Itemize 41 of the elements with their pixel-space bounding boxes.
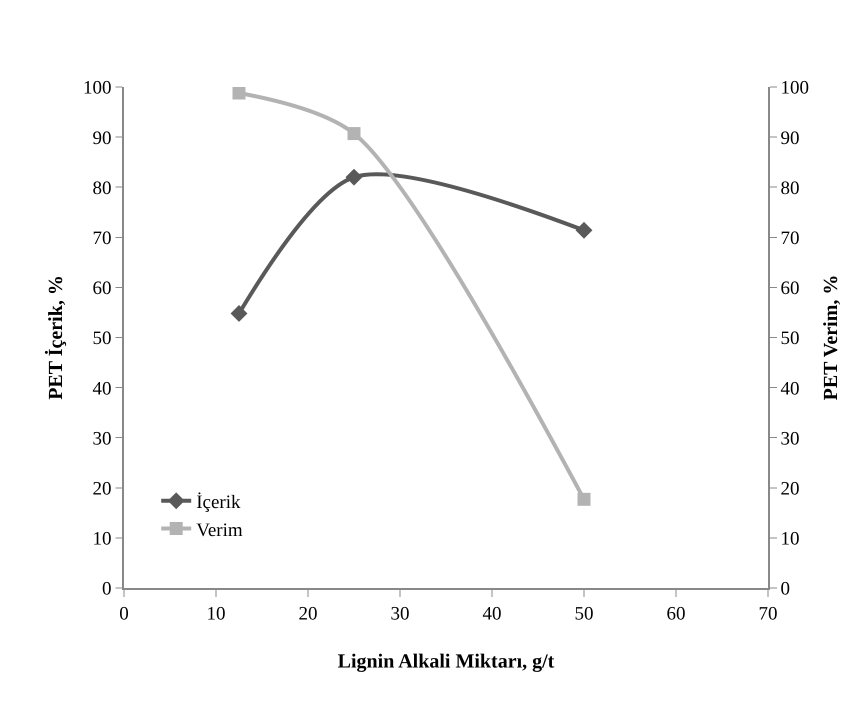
y-tick-label: 70 — [92, 228, 112, 249]
y2-tick-label: 0 — [780, 578, 790, 600]
y-tick-label: 10 — [92, 528, 112, 550]
legend-label: İçerik — [196, 492, 241, 514]
y2-tick-label: 90 — [780, 128, 800, 149]
x-tick-label: 50 — [574, 604, 594, 625]
point — [578, 492, 590, 506]
x-axis-title: Lignin Alkali Miktarı, g/t — [338, 650, 555, 673]
y-tick-label: 20 — [92, 478, 112, 500]
y2-tick-label: 60 — [780, 278, 800, 300]
y2-axis-title: PET Verim, % — [820, 274, 842, 400]
y-tick-label: 100 — [82, 78, 112, 99]
y2-tick-label: 30 — [780, 428, 800, 450]
point — [232, 87, 246, 100]
y-tick-label: 0 — [102, 578, 112, 600]
x-tick-label: 10 — [206, 604, 226, 625]
x-tick-label: 20 — [298, 604, 318, 625]
point — [348, 127, 360, 140]
x-tick-label: 60 — [666, 604, 686, 625]
y2-tick-label: 100 — [780, 78, 810, 99]
point — [230, 305, 248, 322]
x-tick-label: 0 — [119, 604, 129, 625]
legend-label: Verim — [196, 520, 243, 541]
x-tick-label: 40 — [482, 604, 502, 625]
y-tick-label: 90 — [92, 128, 112, 149]
y-axis-title: PET İçerik, % — [44, 275, 67, 400]
y-tick-label: 30 — [92, 428, 112, 450]
y2-tick-label: 40 — [780, 378, 800, 400]
point — [346, 168, 362, 186]
y-tick-label: 50 — [92, 328, 112, 350]
x-tick-label: 30 — [390, 604, 410, 625]
y2-tick-label: 20 — [780, 478, 800, 500]
y-tick-label: 40 — [92, 378, 112, 400]
x-tick-label: 70 — [758, 604, 778, 625]
y-tick-label: 80 — [92, 178, 112, 199]
y2-tick-label: 10 — [780, 528, 800, 550]
point — [576, 222, 592, 239]
y2-tick-label: 80 — [780, 178, 800, 199]
y2-tick-label: 50 — [780, 328, 800, 350]
y-tick-label: 60 — [92, 278, 112, 300]
y2-tick-label: 70 — [780, 228, 800, 249]
